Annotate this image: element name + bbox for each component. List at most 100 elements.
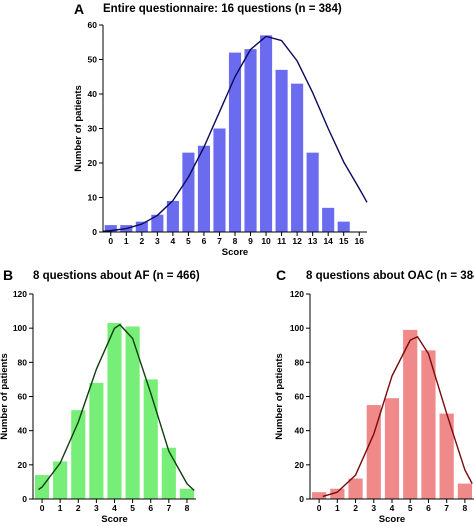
bar-a	[213, 128, 226, 232]
y-tick-label-a: 30	[88, 124, 98, 134]
bar-c	[384, 398, 400, 499]
y-tick-label-b: 20	[18, 460, 28, 470]
bar-a	[260, 35, 273, 232]
y-tick-label-c: 80	[295, 357, 305, 367]
x-tick-label-a: 2	[139, 236, 144, 246]
y-tick-label-c: 40	[295, 426, 305, 436]
bar-a	[197, 145, 210, 232]
bar-a	[275, 69, 288, 232]
bar-b	[125, 326, 140, 499]
x-tick-label-a: 0	[108, 236, 113, 246]
fit-curve-a	[102, 35, 368, 233]
x-tick-label-c: 5	[408, 503, 413, 513]
y-axis-title-a: Number of patients	[73, 85, 84, 172]
x-axis-title-c: Score	[379, 514, 405, 525]
chart-title-a: Entire questionnaire: 16 questions (n = …	[103, 3, 342, 15]
bar-a	[135, 221, 148, 232]
bar-a	[322, 207, 335, 232]
x-tick-label-a: 1	[124, 236, 129, 246]
x-tick-label-b: 2	[76, 503, 81, 513]
y-tick-label-b: 40	[18, 426, 28, 436]
x-tick-label-a: 16	[355, 236, 365, 246]
bar-a	[306, 152, 319, 232]
x-tick-label-b: 7	[166, 503, 171, 513]
fit-curve-c	[322, 336, 473, 498]
bar-a	[104, 225, 117, 232]
fit-curve-b	[38, 324, 195, 491]
x-tick-label-b: 0	[40, 503, 45, 513]
x-tick-label-a: 5	[186, 236, 191, 246]
y-tick-label-c: 60	[295, 392, 305, 402]
x-tick-label-c: 7	[444, 503, 449, 513]
panel-letter-b: B	[3, 267, 13, 283]
x-tick-label-a: 4	[171, 236, 176, 246]
x-tick-label-a: 9	[248, 236, 253, 246]
x-tick-label-b: 1	[58, 503, 63, 513]
bar-a	[244, 49, 257, 233]
x-tick-label-c: 8	[463, 503, 468, 513]
x-tick-label-c: 4	[390, 503, 395, 513]
bar-a	[151, 214, 164, 232]
bar-b	[89, 382, 104, 499]
x-tick-label-c: 1	[335, 503, 340, 513]
bar-c	[348, 478, 363, 499]
y-tick-label-c: 20	[295, 460, 305, 470]
bar-b	[161, 447, 176, 499]
bar-b	[71, 410, 86, 499]
x-tick-label-a: 14	[323, 236, 333, 246]
bar-b	[53, 461, 68, 499]
bar-c	[439, 413, 454, 499]
x-axis-title-a: Score	[222, 247, 248, 258]
y-tick-label-a: 40	[88, 89, 98, 99]
y-tick-label-b: 120	[13, 289, 27, 299]
bar-b	[179, 488, 195, 499]
x-tick-label-a: 7	[217, 236, 222, 246]
x-axis-title-b: Score	[101, 514, 127, 525]
panel-letter-a: A	[74, 1, 84, 17]
y-tick-label-a: 60	[88, 20, 98, 30]
x-tick-label-b: 8	[185, 503, 190, 513]
bar-c	[421, 350, 436, 499]
y-tick-label-a: 50	[88, 55, 98, 65]
y-axis-title-b: Number of patients	[0, 353, 10, 440]
x-tick-label-a: 6	[202, 236, 207, 246]
x-tick-label-b: 3	[94, 503, 99, 513]
chart-title-c: 8 questions about OAC (n = 384)	[306, 270, 474, 282]
x-tick-label-c: 6	[426, 503, 431, 513]
y-tick-label-b: 100	[13, 323, 27, 333]
x-tick-label-a: 10	[261, 236, 271, 246]
x-tick-label-c: 3	[371, 503, 376, 513]
bar-a	[166, 200, 179, 232]
bar-a	[182, 152, 195, 232]
y-tick-label-a: 0	[92, 227, 97, 237]
x-tick-label-a: 13	[308, 236, 318, 246]
bar-a	[291, 83, 304, 233]
x-tick-label-c: 0	[317, 503, 322, 513]
bar-b	[143, 379, 158, 499]
x-tick-label-b: 5	[130, 503, 135, 513]
y-tick-label-a: 10	[88, 193, 98, 203]
x-tick-label-b: 4	[112, 503, 117, 513]
y-tick-label-b: 0	[22, 494, 27, 504]
bar-b	[107, 323, 122, 499]
x-tick-label-b: 6	[148, 503, 153, 513]
y-tick-label-c: 100	[290, 323, 304, 333]
x-tick-label-c: 2	[353, 503, 358, 513]
bar-c	[312, 492, 327, 499]
y-axis-title-c: Number of patients	[274, 353, 285, 440]
x-tick-label-a: 3	[155, 236, 160, 246]
bar-c	[457, 483, 472, 499]
bar-c	[403, 329, 418, 499]
x-tick-label-a: 12	[292, 236, 302, 246]
bar-c	[366, 405, 381, 499]
y-tick-label-b: 80	[18, 357, 28, 367]
panel-letter-c: C	[276, 267, 286, 283]
y-tick-label-c: 0	[299, 494, 304, 504]
x-tick-label-a: 11	[277, 236, 286, 246]
x-tick-label-a: 15	[339, 236, 349, 246]
y-tick-label-c: 120	[290, 289, 304, 299]
panel-a: A Entire questionnaire: 16 questions (n =…	[73, 1, 368, 258]
